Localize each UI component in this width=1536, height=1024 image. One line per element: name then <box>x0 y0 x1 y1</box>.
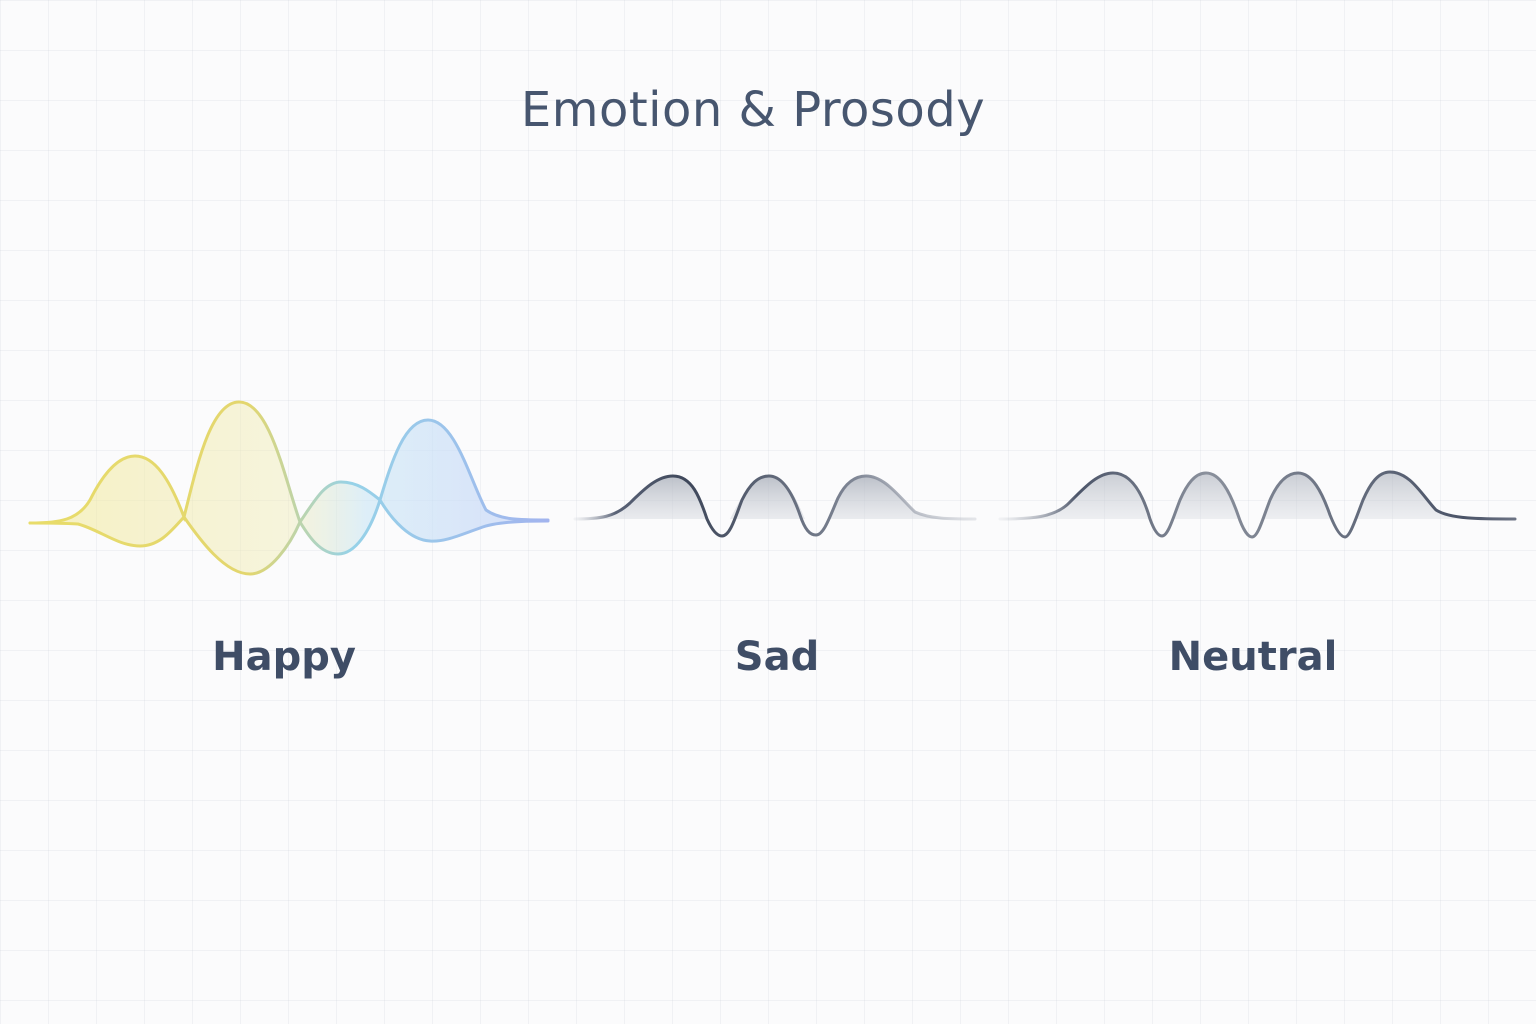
sad-waveform <box>573 474 977 538</box>
neutral-waveform <box>998 470 1517 539</box>
happy-wave-upper-line <box>28 400 550 526</box>
label-sad: Sad <box>734 634 820 680</box>
neutral-wave-fill <box>1000 472 1515 519</box>
page-title: Emotion & Prosody <box>520 82 986 138</box>
label-neutral: Neutral <box>1168 634 1338 680</box>
sad-wave-fill <box>575 476 975 519</box>
neutral-wave-line <box>998 470 1517 539</box>
sad-wave-line <box>573 474 977 538</box>
label-happy: Happy <box>212 634 356 680</box>
happy-waveform <box>28 400 550 576</box>
happy-wave-lower-line <box>28 496 550 576</box>
